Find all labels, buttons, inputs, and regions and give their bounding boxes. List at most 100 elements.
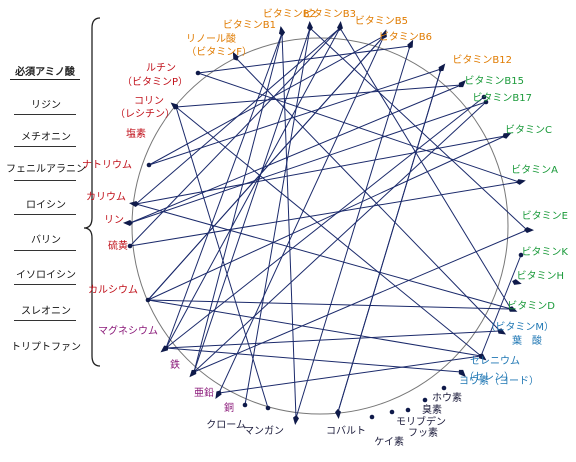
nutrient-label: リン [104, 215, 124, 226]
node-marker [512, 279, 522, 285]
connection-line [235, 57, 501, 332]
node-marker [123, 220, 133, 226]
connection-line [129, 27, 341, 247]
amino-acid-threonine: スレオニン [21, 306, 71, 317]
node-marker [422, 397, 428, 403]
node-marker [215, 390, 222, 399]
node-marker [438, 63, 446, 72]
node-marker [458, 369, 466, 378]
connection-line [480, 254, 522, 357]
connection-lines [129, 27, 528, 419]
nutrient-label: ビタミンB6 [379, 31, 432, 43]
nutrient-label: マンガン [244, 425, 284, 437]
connection-line [129, 101, 487, 224]
nutrient-label: 亜鉛 [194, 386, 214, 399]
nutrient-label: ビタミンD [507, 300, 555, 312]
nutrient-label: リノール酸 [186, 32, 236, 45]
connection-line [129, 84, 462, 224]
amino-acid-methionine: メチオニン [21, 132, 71, 143]
connection-line [129, 181, 520, 247]
nutrient-label: 硫黄 [108, 239, 128, 252]
connection-line [175, 84, 462, 108]
nutrient-label: ビタミンB17 [472, 92, 532, 104]
amino-divider [14, 284, 76, 285]
node-marker [497, 328, 507, 335]
nutrient-label: ビタミンB5 [355, 15, 408, 27]
node-marker [195, 70, 201, 76]
node-marker [170, 102, 179, 110]
amino-divider [14, 114, 76, 115]
node-markers [123, 21, 534, 425]
node-marker [307, 21, 313, 31]
node-marker [381, 29, 387, 39]
node-marker [293, 415, 299, 425]
connection-line [165, 96, 485, 349]
nutrient-label: ビタミンB1 [223, 19, 276, 31]
connection-line [175, 106, 482, 357]
connection-line [135, 135, 506, 205]
node-marker [458, 80, 466, 88]
connection-line [193, 32, 283, 373]
amino-acid-tryptophan: トリプトファン [11, 342, 81, 353]
nutrient-label: ビタミンK [521, 246, 568, 258]
nutrient-label: モリブデン [396, 415, 446, 428]
node-marker [189, 369, 197, 378]
nutrient-label: ビタミンC [505, 124, 552, 136]
node-marker [407, 39, 414, 49]
connection-line [135, 203, 512, 310]
connection-line [197, 72, 520, 183]
node-marker [335, 409, 341, 419]
node-marker [518, 252, 524, 258]
node-marker [389, 409, 395, 415]
nutrient-label: 葉 酸 [512, 334, 542, 347]
nutrient-label: （セレン） [464, 371, 514, 383]
nutrient-label: フッ素 [408, 426, 438, 439]
connection-line [165, 27, 341, 349]
node-marker [508, 306, 518, 312]
connection-line [165, 347, 462, 373]
nutrient-label: 塩素 [126, 127, 146, 140]
nutrient-label: マグネシウム [98, 324, 158, 337]
amino-acid-isoleucine: イソロイシン [16, 270, 76, 281]
nutrient-label: ビタミンA [511, 164, 558, 176]
nutrient-label: セレニウム [470, 355, 520, 367]
nutrient-label: コバルト [326, 425, 366, 437]
node-marker [242, 402, 248, 408]
connection-line [193, 101, 487, 373]
nutrient-label: （ビタミンF） [186, 46, 252, 58]
node-marker [441, 385, 447, 391]
nutrient-label: ビタミンE [522, 210, 568, 222]
connection-line [339, 27, 512, 310]
nutrient-label: 鉄 [170, 358, 180, 371]
amino-divider [14, 250, 76, 251]
node-marker [265, 405, 271, 411]
connection-line [147, 299, 482, 357]
nutrient-label: ホウ素 [432, 391, 462, 404]
amino-acid-phenylalanine: フェニルアラニン [6, 164, 86, 175]
amino-divider [14, 146, 76, 147]
amino-acid-lysine: リジン [31, 100, 61, 111]
nutrient-label: ビタミンH [516, 270, 564, 282]
outer-circle [131, 37, 509, 415]
node-marker [524, 227, 534, 233]
amino-brace [83, 17, 101, 367]
node-marker [160, 345, 169, 353]
amino-acid-valine: バリン [31, 235, 61, 246]
node-marker [516, 179, 526, 185]
nutrient-label: 銅 [224, 401, 234, 414]
node-marker [405, 407, 411, 413]
node-marker [127, 243, 133, 249]
amino-divider [14, 180, 76, 181]
nutrient-label: （ビタミンM） [485, 321, 554, 333]
node-marker [129, 201, 139, 207]
amino-divider [14, 214, 76, 215]
connection-line [147, 35, 385, 301]
connection-line [218, 35, 385, 394]
node-marker [478, 353, 487, 361]
nutrient-label: コリン [134, 96, 164, 107]
connection-line [165, 330, 501, 349]
nutrient-label: （レシチン） [115, 108, 175, 120]
